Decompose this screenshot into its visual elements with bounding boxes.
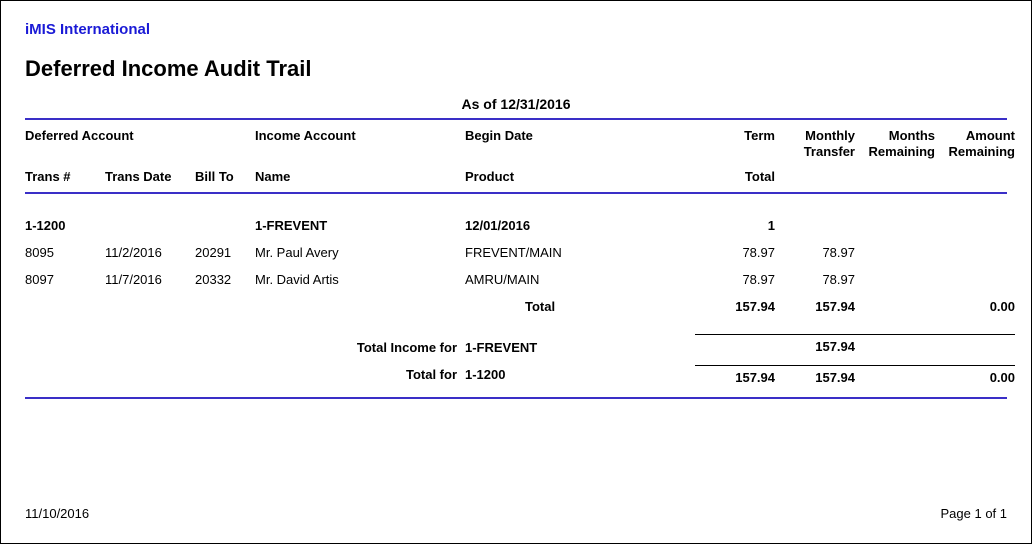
hdr-monthly-transfer: Monthly Transfer <box>775 128 855 159</box>
print-date: 11/10/2016 <box>25 506 89 521</box>
as-of-label: As of 12/31/2016 <box>25 96 1007 112</box>
cell-monthly-transfer: 78.97 <box>775 272 855 287</box>
group-deferred-account: 1-1200 <box>25 218 105 233</box>
cell-name: Mr. Paul Avery <box>255 245 465 260</box>
hdr-bill-to: Bill To <box>195 169 255 184</box>
hdr-income-account: Income Account <box>255 128 465 159</box>
hdr-begin-date: Begin Date <box>465 128 695 159</box>
hdr-term: Term <box>695 128 775 159</box>
group-term: 1 <box>695 218 775 233</box>
deferred-total-total: 157.94 <box>695 365 775 385</box>
hdr-trans-no: Trans # <box>25 169 105 184</box>
cell-total: 78.97 <box>695 272 775 287</box>
cell-product: FREVENT/MAIN <box>465 245 695 260</box>
org-name: iMIS International <box>25 21 1007 38</box>
hdr-deferred-account: Deferred Account <box>25 128 195 159</box>
cell-trans-no: 8095 <box>25 245 105 260</box>
cell-total: 78.97 <box>695 245 775 260</box>
hdr-amount-remaining: Amount Remaining <box>935 128 1015 159</box>
deferred-total-account: 1-1200 <box>465 367 695 385</box>
footer-rule <box>25 397 1007 399</box>
group-total-monthly: 157.94 <box>775 299 855 314</box>
cell-monthly-transfer: 78.97 <box>775 245 855 260</box>
hdr-total: Total <box>695 169 775 184</box>
cell-trans-date: 11/2/2016 <box>105 245 195 260</box>
report-footer: 11/10/2016 Page 1 of 1 <box>25 506 1007 521</box>
hdr-trans-date: Trans Date <box>105 169 195 184</box>
cell-trans-no: 8097 <box>25 272 105 287</box>
report-title: Deferred Income Audit Trail <box>25 56 1007 82</box>
cell-trans-date: 11/7/2016 <box>105 272 195 287</box>
income-total-account: 1-FREVENT <box>465 340 695 355</box>
table-row: 8095 11/2/2016 20291 Mr. Paul Avery FREV… <box>25 239 1007 266</box>
deferred-total-amount-remaining: 0.00 <box>935 365 1015 385</box>
page-number: Page 1 of 1 <box>941 506 1008 521</box>
income-total-row: Total Income for 1-FREVENT 157.94 <box>25 334 1007 361</box>
deferred-total-row: Total for 1-1200 157.94 157.94 0.00 <box>25 361 1007 391</box>
table-row: 8097 11/7/2016 20332 Mr. David Artis AMR… <box>25 266 1007 293</box>
group-total-amount-remaining: 0.00 <box>935 299 1015 314</box>
cell-product: AMRU/MAIN <box>465 272 695 287</box>
hdr-months-remaining: Months Remaining <box>855 128 935 159</box>
header-row-1: Deferred Account Income Account Begin Da… <box>25 120 1007 163</box>
cell-bill-to: 20332 <box>195 272 255 287</box>
income-total-prefix: Total Income for <box>255 340 465 355</box>
deferred-total-prefix: Total for <box>255 367 465 385</box>
group-total-total: 157.94 <box>695 299 775 314</box>
group-header: 1-1200 1-FREVENT 12/01/2016 1 <box>25 212 1007 239</box>
cell-bill-to: 20291 <box>195 245 255 260</box>
cell-name: Mr. David Artis <box>255 272 465 287</box>
hdr-name: Name <box>255 169 465 184</box>
header-row-2: Trans # Trans Date Bill To Name Product … <box>25 163 1007 192</box>
hdr-product: Product <box>465 169 695 184</box>
report-page: iMIS International Deferred Income Audit… <box>0 0 1032 544</box>
group-total-label: Total <box>465 299 695 314</box>
deferred-total-monthly: 157.94 <box>775 365 855 385</box>
group-begin-date: 12/01/2016 <box>465 218 695 233</box>
group-income-account: 1-FREVENT <box>255 218 465 233</box>
group-total-row: Total 157.94 157.94 0.00 <box>25 293 1007 320</box>
income-total-monthly: 157.94 <box>775 334 855 355</box>
